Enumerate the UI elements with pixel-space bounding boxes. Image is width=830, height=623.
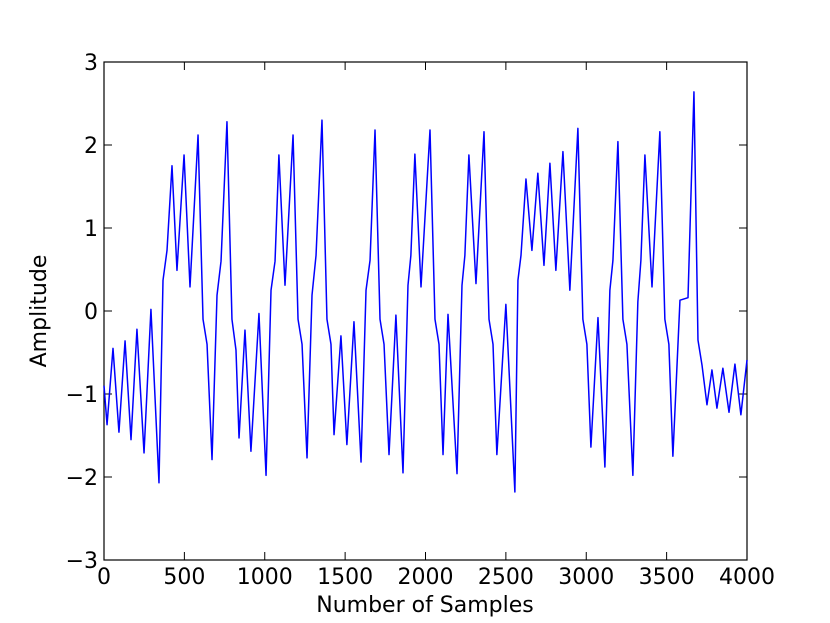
x-axis-label: Number of Samples	[316, 593, 534, 618]
plot-frame	[103, 61, 748, 561]
y-tick-label: 1	[84, 217, 98, 242]
y-tick-label: 2	[84, 134, 98, 159]
x-tick-label: 1000	[237, 565, 293, 590]
x-tick-label: 4000	[719, 565, 775, 590]
y-tick-label: 0	[84, 300, 98, 325]
x-tick-label: 500	[163, 565, 205, 590]
y-tick-label: −2	[66, 466, 98, 491]
x-tick-label: 2500	[478, 565, 534, 590]
x-tick-label: 3000	[558, 565, 614, 590]
y-tick-label: 3	[84, 51, 98, 76]
x-tick-label: 0	[97, 565, 111, 590]
y-tick-label: −3	[66, 549, 98, 574]
x-tick-label: 2000	[398, 565, 454, 590]
y-tick-label: −1	[66, 383, 98, 408]
data-line	[103, 91, 748, 493]
x-tick-label: 3500	[639, 565, 695, 590]
y-axis-label: Amplitude	[27, 255, 52, 368]
x-tick-label: 1500	[317, 565, 373, 590]
